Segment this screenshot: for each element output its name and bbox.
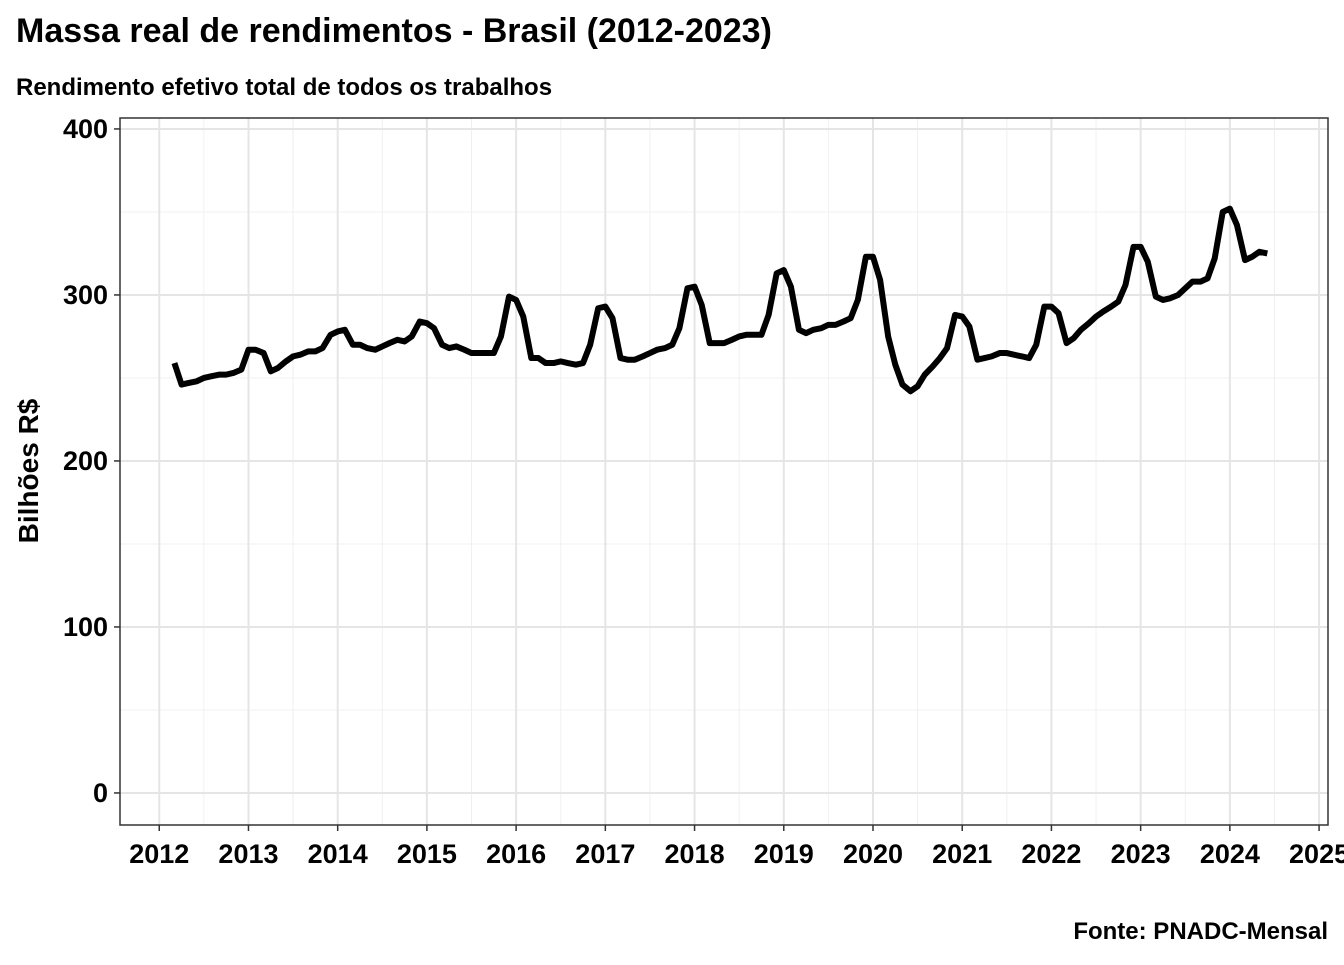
x-tick-label: 2013 <box>218 839 278 869</box>
panel-border <box>119 117 1329 826</box>
y-tick-label: 0 <box>93 778 108 808</box>
x-tick-label: 2015 <box>397 839 457 869</box>
x-tick-label: 2023 <box>1111 839 1171 869</box>
caption: Fonte: PNADC-Mensal <box>1073 918 1328 945</box>
y-tick-label: 300 <box>63 280 108 310</box>
chart-title: Massa real de rendimentos - Brasil (2012… <box>16 12 772 50</box>
chart-subtitle: Rendimento efetivo total de todos os tra… <box>16 74 552 101</box>
data-line <box>171 205 1268 395</box>
y-tick-label: 200 <box>63 446 108 476</box>
x-tick-label: 2014 <box>308 839 368 869</box>
x-tick-label: 2021 <box>932 839 992 869</box>
x-tick-label: 2020 <box>843 839 903 869</box>
x-tick-label: 2022 <box>1021 839 1081 869</box>
y-tick-label: 400 <box>63 114 108 144</box>
x-tick-label: 2025 <box>1289 839 1344 869</box>
y-tick-label: 100 <box>63 612 108 642</box>
y-axis-label: Bilhões R$ <box>13 398 44 543</box>
x-tick-label: 2016 <box>486 839 546 869</box>
x-tick-label: 2012 <box>129 839 189 869</box>
x-tick-label: 2019 <box>754 839 814 869</box>
x-tick-label: 2017 <box>575 839 635 869</box>
x-tick-label: 2018 <box>665 839 725 869</box>
x-tick-label: 2024 <box>1200 839 1260 869</box>
